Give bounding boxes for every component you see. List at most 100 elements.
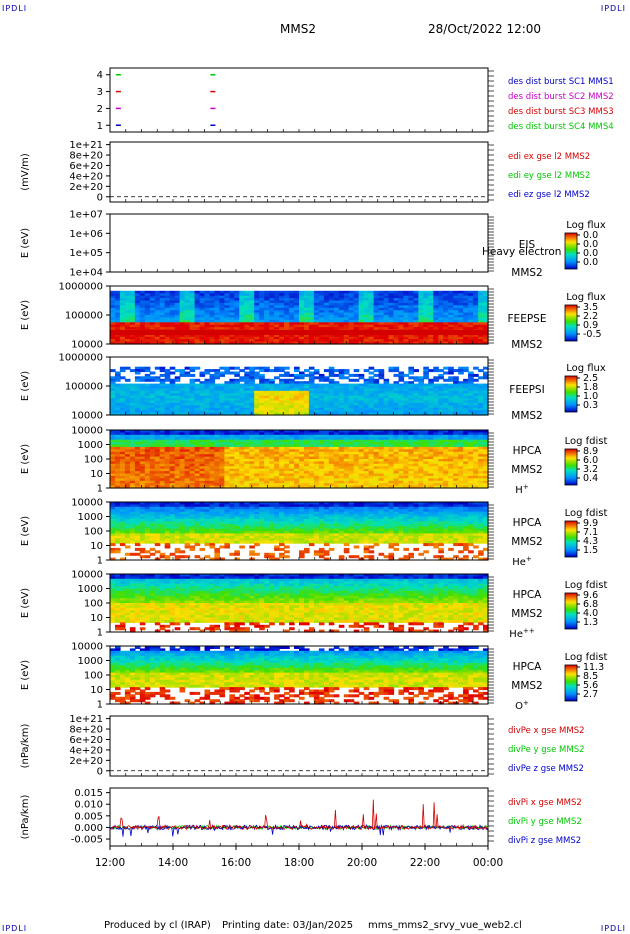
p6-cell: [264, 459, 270, 462]
p6-cell: [353, 468, 360, 472]
p6-cell: [368, 454, 375, 458]
p6-cell: [229, 485, 235, 489]
p4-cell: [313, 302, 320, 306]
p6-cell: [259, 454, 265, 458]
p5-cell: [348, 395, 355, 399]
p5-cell: [428, 381, 434, 385]
p6-cell: [338, 449, 345, 453]
p5-cell: [358, 393, 365, 397]
p5-cell: [249, 366, 255, 370]
p6-cell: [458, 456, 464, 460]
p5-cell: [199, 393, 206, 397]
p6-cell: [154, 483, 161, 487]
p5-cell: [214, 390, 220, 394]
p4-cell: [239, 290, 245, 294]
p5-cell: [468, 398, 474, 402]
p5-cell: [294, 398, 300, 402]
p4-cell: [154, 295, 161, 299]
p4-cell: [408, 295, 414, 299]
p6-cell: [204, 459, 211, 462]
p4-cell: [144, 317, 151, 321]
p4-cell: [244, 307, 250, 311]
p5-cell: [244, 376, 250, 380]
p6-cell: [348, 475, 355, 479]
p6-cell: [184, 446, 191, 450]
p5-cell: [194, 405, 201, 409]
p5-cell: [428, 388, 434, 392]
p4-cell: [408, 310, 414, 314]
p6-cell: [289, 468, 295, 472]
p4-cell: [149, 315, 156, 318]
p5-cell: [328, 400, 335, 404]
p6-cell: [129, 466, 136, 470]
p2-ylabel: (mV/m): [20, 153, 31, 191]
p6-cell: [164, 437, 171, 441]
p6-cell: [149, 446, 156, 450]
p4-cell: [448, 319, 454, 323]
p4-cell: [433, 324, 439, 328]
p4-colorbar: [564, 304, 578, 342]
p6-cell: [269, 432, 275, 436]
p5-cell: [363, 412, 370, 416]
p6-cell: [194, 468, 201, 472]
p6-cell: [358, 483, 365, 487]
p4-cell: [313, 290, 320, 294]
p6-cell: [308, 461, 315, 465]
p6-cell: [254, 446, 260, 450]
p4-cell: [174, 307, 181, 311]
p6-cell: [458, 473, 464, 477]
p4-cell: [259, 293, 265, 297]
p6-cell: [478, 432, 484, 436]
p4-cell: [453, 334, 459, 338]
p5-cell: [164, 412, 171, 416]
p1-legend-entry: des dist burst SC1 MMS1: [508, 77, 614, 87]
p5-ytick-label: 1000000: [58, 353, 103, 364]
p4-cell: [124, 300, 131, 304]
p5-cell: [204, 398, 211, 402]
p6-cell: [194, 478, 201, 482]
p4-cell: [209, 339, 216, 343]
p5-cell: [179, 388, 186, 392]
p5-cell: [443, 412, 449, 416]
p4-cell: [115, 307, 121, 311]
p6-cell: [129, 437, 136, 441]
p4-cell: [194, 312, 201, 316]
p5-cell: [413, 407, 419, 411]
p4-cell: [428, 290, 434, 294]
p4-cell: [333, 305, 340, 309]
p5-cell: [299, 395, 305, 399]
p6-cell: [254, 449, 260, 453]
p4-cell: [463, 336, 469, 340]
p6-cell: [413, 459, 419, 462]
p6-cell: [368, 468, 375, 472]
p4-cell: [214, 310, 220, 314]
p6-cell: [423, 466, 429, 470]
p6-cell: [323, 432, 330, 436]
p5-cell: [124, 412, 131, 416]
p4-cell: [418, 295, 424, 299]
p4-cell: [448, 298, 454, 302]
p6-cell: [234, 451, 240, 455]
p5-cell: [259, 369, 265, 373]
p6-cell: [189, 444, 196, 448]
p5-cell: [110, 388, 116, 392]
p6-cell: [313, 463, 320, 467]
p4-cell: [418, 305, 424, 309]
p4-cell: [478, 302, 484, 306]
p5-cell: [124, 398, 131, 402]
p4-cell: [463, 324, 469, 328]
p6-instrument-label: MMS2: [511, 464, 542, 476]
p6-cell: [274, 466, 280, 470]
p6-cell: [433, 430, 439, 433]
p6-cell: [144, 461, 151, 465]
p6-cell: [264, 456, 270, 460]
p6-cell: [154, 446, 161, 450]
p5-cell: [388, 400, 395, 404]
p6-cell: [463, 485, 469, 489]
p5-cell: [433, 388, 439, 392]
p4-cell: [269, 307, 275, 311]
p6-cell: [299, 459, 305, 462]
p6-cell: [214, 449, 220, 453]
p5-cell: [244, 386, 250, 389]
p6-cell: [115, 463, 121, 467]
